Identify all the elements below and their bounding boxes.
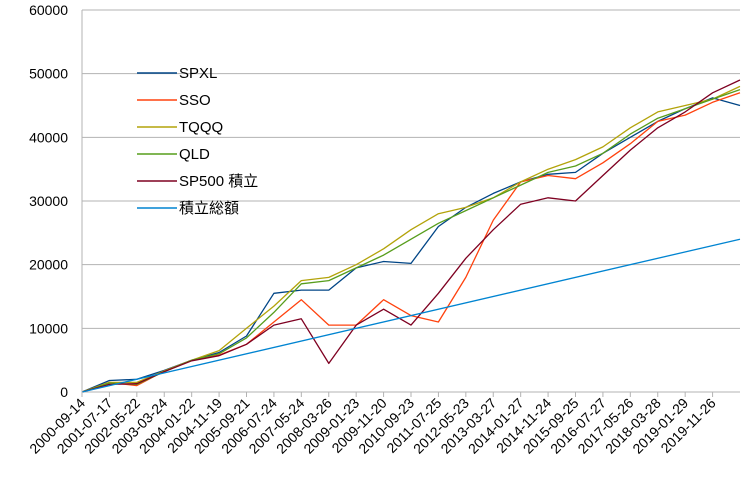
series-line-4 (81, 79, 741, 393)
legend-label: SP500 積立 (179, 173, 258, 190)
y-tick-label: 0 (60, 384, 68, 400)
legend-label: SPXL (179, 65, 217, 82)
plot-area (81, 79, 741, 393)
x-axis: 2000-09-142001-07-172002-05-222003-03-24… (26, 392, 719, 457)
series-line-5 (81, 238, 741, 393)
legend-label: SSO (179, 92, 211, 109)
legend-label: TQQQ (179, 119, 223, 136)
y-tick-label: 60000 (29, 2, 68, 18)
gridlines (82, 9, 740, 393)
y-tick-label: 50000 (29, 66, 68, 82)
y-tick-label: 10000 (29, 320, 68, 336)
y-tick-label: 20000 (29, 257, 68, 273)
legend-label: 積立総額 (179, 200, 239, 217)
y-tick-label: 30000 (29, 193, 68, 209)
y-tick-label: 40000 (29, 129, 68, 145)
legend-label: QLD (179, 146, 210, 163)
y-axis: 0 10000 20000 30000 40000 50000 60000 (29, 2, 83, 400)
